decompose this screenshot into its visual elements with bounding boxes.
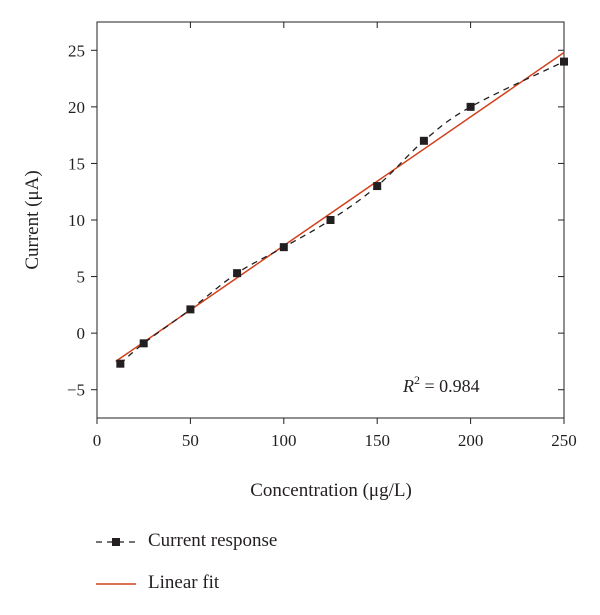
current-response-point — [373, 182, 382, 191]
x-axis-title: Concentration (μg/L) — [250, 480, 412, 501]
y-tick-label: 20 — [68, 98, 85, 117]
current-response-point — [233, 269, 242, 278]
axes: 0 50 100 150 200 250 −5 0 5 10 15 20 25 — [67, 22, 577, 450]
series-layer — [115, 51, 568, 368]
x-tick-label: 100 — [271, 431, 297, 450]
x-tick-label: 0 — [93, 431, 102, 450]
y-tick-label: 0 — [77, 324, 86, 343]
current-response-point — [116, 359, 125, 368]
legend-swatch-dashed-square — [96, 538, 136, 546]
legend-label-current-response: Current response — [148, 530, 278, 551]
legend-swatch-solid-line — [96, 583, 136, 585]
legend-label-linear-fit: Linear fit — [148, 572, 220, 593]
y-axis-title: Current (μA) — [22, 170, 43, 269]
x-tick-label: 150 — [364, 431, 390, 450]
legend-swatch-square-marker — [112, 538, 120, 546]
legend-item-current-response: Current response — [96, 530, 356, 554]
r-squared-superscript: 2 — [414, 373, 420, 387]
current-response-point — [326, 216, 335, 224]
y-tick-label: 25 — [68, 41, 85, 60]
y-tick-label: 15 — [68, 154, 85, 173]
x-tick-label: 200 — [458, 431, 484, 450]
current-response-point — [139, 339, 148, 348]
legend-item-linear-fit: Linear fit — [96, 572, 356, 596]
current-response-point — [186, 305, 195, 314]
current-response-line — [119, 61, 565, 365]
current-response-point — [419, 136, 428, 145]
y-tick-label: −5 — [67, 381, 85, 400]
r-squared-value: = 0.984 — [420, 376, 480, 396]
r-squared-symbol: R — [402, 376, 414, 396]
current-response-point — [466, 102, 475, 111]
y-tick-label: 10 — [68, 211, 85, 230]
x-tick-label: 50 — [182, 431, 199, 450]
current-response-point — [560, 57, 568, 66]
current-response-point — [279, 243, 288, 252]
y-tick-label: 5 — [77, 268, 86, 287]
r-squared-annotation: R2 = 0.984 — [402, 373, 480, 396]
x-tick-label: 250 — [551, 431, 577, 450]
